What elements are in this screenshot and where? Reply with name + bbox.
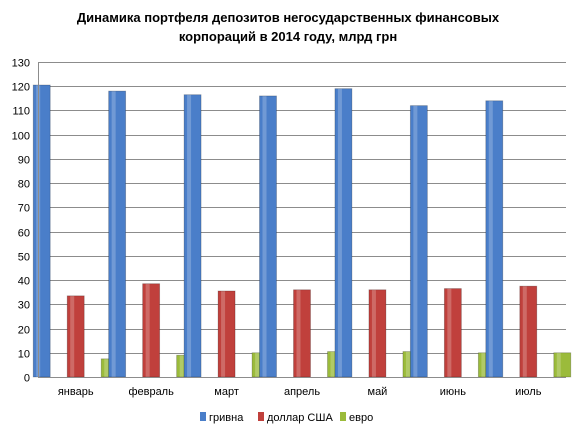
bar-гривна-июль bbox=[485, 100, 503, 378]
y-tick-label: 80 bbox=[18, 179, 30, 191]
x-tick-label: январь bbox=[58, 386, 94, 398]
bar-highlight bbox=[488, 100, 493, 378]
y-tick-label: 70 bbox=[18, 203, 30, 215]
bar-highlight bbox=[262, 95, 267, 377]
bar-highlight bbox=[522, 286, 527, 377]
bar-доллар-США-июнь bbox=[444, 288, 462, 377]
bar-highlight bbox=[255, 352, 260, 377]
bar-доллар-США-июль bbox=[519, 286, 537, 377]
bar-highlight bbox=[145, 283, 150, 377]
bar-highlight bbox=[111, 91, 116, 378]
y-tick-label: 30 bbox=[18, 300, 30, 312]
bar-highlight bbox=[187, 94, 192, 377]
legend-label: гривна bbox=[209, 412, 244, 424]
y-tick-label: 0 bbox=[24, 373, 30, 385]
bar-highlight bbox=[413, 105, 418, 377]
legend-label: доллар США bbox=[267, 412, 333, 424]
gridlines bbox=[38, 62, 566, 378]
bar-гривна-июнь bbox=[410, 105, 428, 377]
y-tick-label: 50 bbox=[18, 252, 30, 264]
bar-highlight bbox=[70, 295, 75, 377]
bars bbox=[32, 84, 572, 378]
bar-highlight bbox=[179, 355, 184, 377]
y-tick-label: 130 bbox=[12, 58, 30, 70]
bar-гривна-май bbox=[334, 88, 352, 378]
chart-title-line-1: Динамика портфеля депозитов негосударств… bbox=[76, 10, 500, 25]
y-tick-label: 120 bbox=[12, 82, 30, 94]
x-tick-label: май bbox=[368, 386, 388, 398]
bar-гривна-апрель bbox=[259, 95, 277, 377]
bar-доллар-США-март bbox=[218, 290, 236, 377]
axes: 0 10 20 30 40 50 60 70 80 90 100 110 120 130 январь фев… bbox=[12, 58, 566, 398]
legend-swatch bbox=[200, 412, 206, 421]
bar-highlight bbox=[556, 352, 561, 377]
bar-highlight bbox=[405, 351, 410, 377]
legend: гривна доллар США евро bbox=[200, 412, 373, 424]
bar-гривна-январь bbox=[33, 85, 51, 378]
x-tick-label: февраль bbox=[128, 386, 174, 398]
y-tick-label: 90 bbox=[18, 155, 30, 167]
y-tick-label: 110 bbox=[12, 106, 30, 118]
legend-swatch bbox=[258, 412, 264, 421]
x-tick-label: июль bbox=[515, 386, 542, 398]
y-tick-label: 60 bbox=[18, 228, 30, 240]
y-tick-label: 20 bbox=[18, 325, 30, 337]
bar-доллар-США-февраль bbox=[142, 283, 160, 377]
bar-highlight bbox=[337, 88, 342, 378]
bar-highlight bbox=[371, 289, 376, 377]
bar-highlight bbox=[296, 289, 301, 377]
x-tick-label: июнь bbox=[440, 386, 466, 398]
bar-евро-июль bbox=[553, 352, 571, 377]
bar-highlight bbox=[447, 288, 452, 377]
bar-highlight bbox=[481, 352, 486, 377]
legend-label: евро bbox=[349, 412, 373, 424]
bar-highlight bbox=[104, 358, 109, 377]
y-tick-label: 40 bbox=[18, 276, 30, 288]
x-tick-label: апрель bbox=[284, 386, 320, 398]
y-tick-label: 100 bbox=[12, 131, 30, 143]
bar-highlight bbox=[221, 290, 226, 377]
legend-swatch bbox=[340, 412, 346, 421]
bar-доллар-США-апрель bbox=[293, 289, 311, 377]
y-tick-label: 10 bbox=[18, 349, 30, 361]
bar-доллар-США-январь bbox=[67, 295, 85, 377]
bar-highlight bbox=[330, 351, 335, 377]
chart-title-line-2: корпораций в 2014 году, млрд грн bbox=[178, 29, 398, 44]
bar-доллар-США-май bbox=[368, 289, 386, 377]
bar-гривна-февраль bbox=[108, 91, 126, 378]
bar-гривна-март bbox=[184, 94, 202, 377]
x-tick-label: март bbox=[214, 386, 239, 398]
